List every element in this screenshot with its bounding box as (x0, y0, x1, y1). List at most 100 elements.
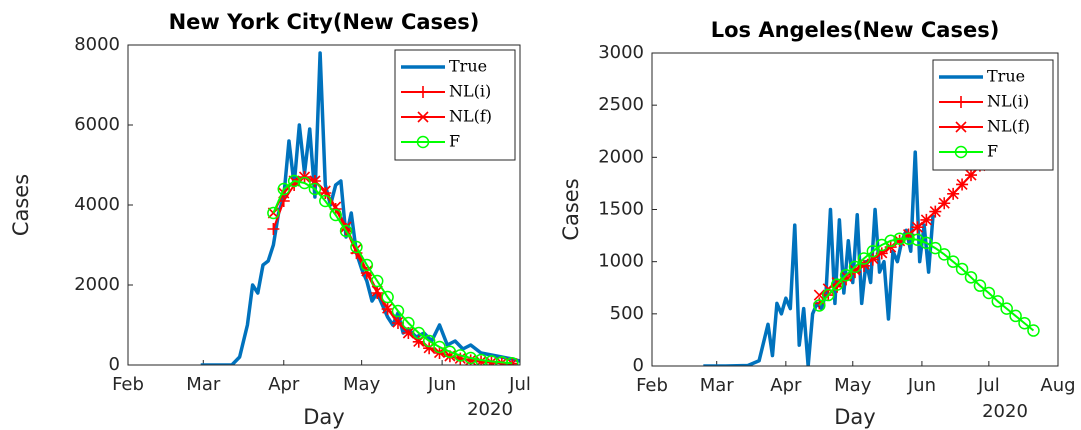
marker (893, 232, 906, 245)
marker (350, 240, 363, 254)
marker (902, 232, 915, 245)
marker (884, 234, 897, 248)
marker (339, 224, 353, 238)
axes-box (127, 44, 521, 366)
y-tick-label: 2000 (598, 146, 644, 167)
marker (1018, 316, 1031, 330)
marker (982, 286, 996, 300)
marker (831, 276, 843, 289)
y-tick-label: 6000 (74, 114, 120, 135)
marker (830, 278, 844, 291)
marker (1000, 302, 1013, 315)
marker (267, 223, 280, 235)
y-tick-label: 4000 (74, 194, 120, 215)
marker (947, 188, 959, 200)
marker (381, 290, 394, 304)
marker (319, 185, 331, 197)
marker (955, 96, 967, 108)
marker (946, 255, 960, 268)
legend-label: NL(i) (449, 82, 491, 101)
series-group (703, 150, 1040, 366)
x-axis-label: Day (834, 405, 875, 429)
marker (1009, 309, 1022, 323)
legend-label: F (449, 132, 460, 151)
marker (391, 304, 405, 318)
legend-label: NL(i) (987, 92, 1029, 111)
x-tick-label: May (834, 375, 872, 396)
marker (937, 248, 951, 261)
marker (813, 289, 825, 301)
x-tick-label: Jun (427, 374, 456, 395)
marker (329, 208, 342, 222)
marker (277, 182, 291, 196)
y-tick-label: 1500 (598, 199, 644, 220)
marker (973, 279, 987, 292)
y-tick-label: 500 (610, 303, 644, 324)
y-tick-label: 0 (633, 355, 644, 376)
chart-title: New York City(New Cases) (169, 10, 480, 34)
marker (965, 169, 977, 181)
subplot: 0 500 1000 1500 2000 2500 3000 Feb Mar Apr May Jun J… (559, 18, 1076, 429)
x-tick-label: Aug (1040, 375, 1075, 396)
marker (422, 334, 436, 348)
marker (319, 187, 332, 199)
marker (911, 233, 924, 247)
x-tick-label: Apr (268, 374, 300, 395)
marker (813, 299, 826, 312)
marker (308, 182, 322, 196)
marker (417, 86, 429, 98)
y-tick-label: 3000 (598, 42, 644, 63)
legend-label: True (449, 57, 487, 76)
marker (298, 176, 311, 190)
marker (954, 145, 968, 159)
legend-label: NL(f) (449, 107, 492, 126)
marker (505, 356, 519, 365)
marker (991, 295, 1005, 308)
marker (485, 356, 498, 365)
axes-box (651, 52, 1059, 367)
x-annotation: 2020 (467, 399, 513, 420)
marker (402, 316, 415, 330)
marker (920, 214, 932, 226)
x-tick-label: Mar (186, 374, 221, 395)
marker (857, 252, 871, 265)
marker (911, 221, 924, 233)
marker (955, 121, 967, 133)
marker (416, 135, 430, 149)
y-axis-label: Cases (559, 178, 583, 240)
y-axis-label: Cases (9, 174, 33, 236)
marker (929, 206, 941, 218)
y-tick-label: 1000 (598, 251, 644, 272)
y-tick-label: 2500 (598, 94, 644, 115)
marker (1027, 324, 1040, 337)
x-axis-label: Day (303, 405, 344, 429)
series-line (818, 237, 1035, 332)
y-tick-label: 0 (109, 354, 120, 375)
y-tick-label: 8000 (74, 34, 120, 55)
marker (382, 302, 394, 314)
subplot: 0 2000 4000 6000 8000 Feb Mar Apr May Jun Jul New Y… (9, 10, 531, 429)
marker (319, 194, 332, 208)
marker (839, 268, 853, 282)
legend-label: True (987, 67, 1025, 86)
marker (929, 241, 942, 255)
chart-title: Los Angeles(New Cases) (711, 18, 1000, 42)
x-tick-label: Feb (636, 375, 668, 396)
marker (433, 340, 446, 354)
marker (267, 206, 280, 220)
marker (938, 197, 950, 209)
marker (412, 326, 426, 340)
x-tick-label: Jul (508, 374, 531, 395)
marker (360, 258, 374, 272)
marker (956, 178, 968, 191)
marker (370, 274, 384, 288)
marker (955, 262, 969, 276)
x-tick-label: Apr (770, 375, 802, 396)
marker (964, 271, 978, 284)
y-tick-label: 2000 (74, 274, 120, 295)
legend-label: NL(f) (987, 117, 1030, 136)
marker (392, 316, 404, 328)
marker (417, 111, 429, 123)
marker (506, 358, 518, 365)
legend: True NL(i) NL(f) F (394, 49, 516, 161)
